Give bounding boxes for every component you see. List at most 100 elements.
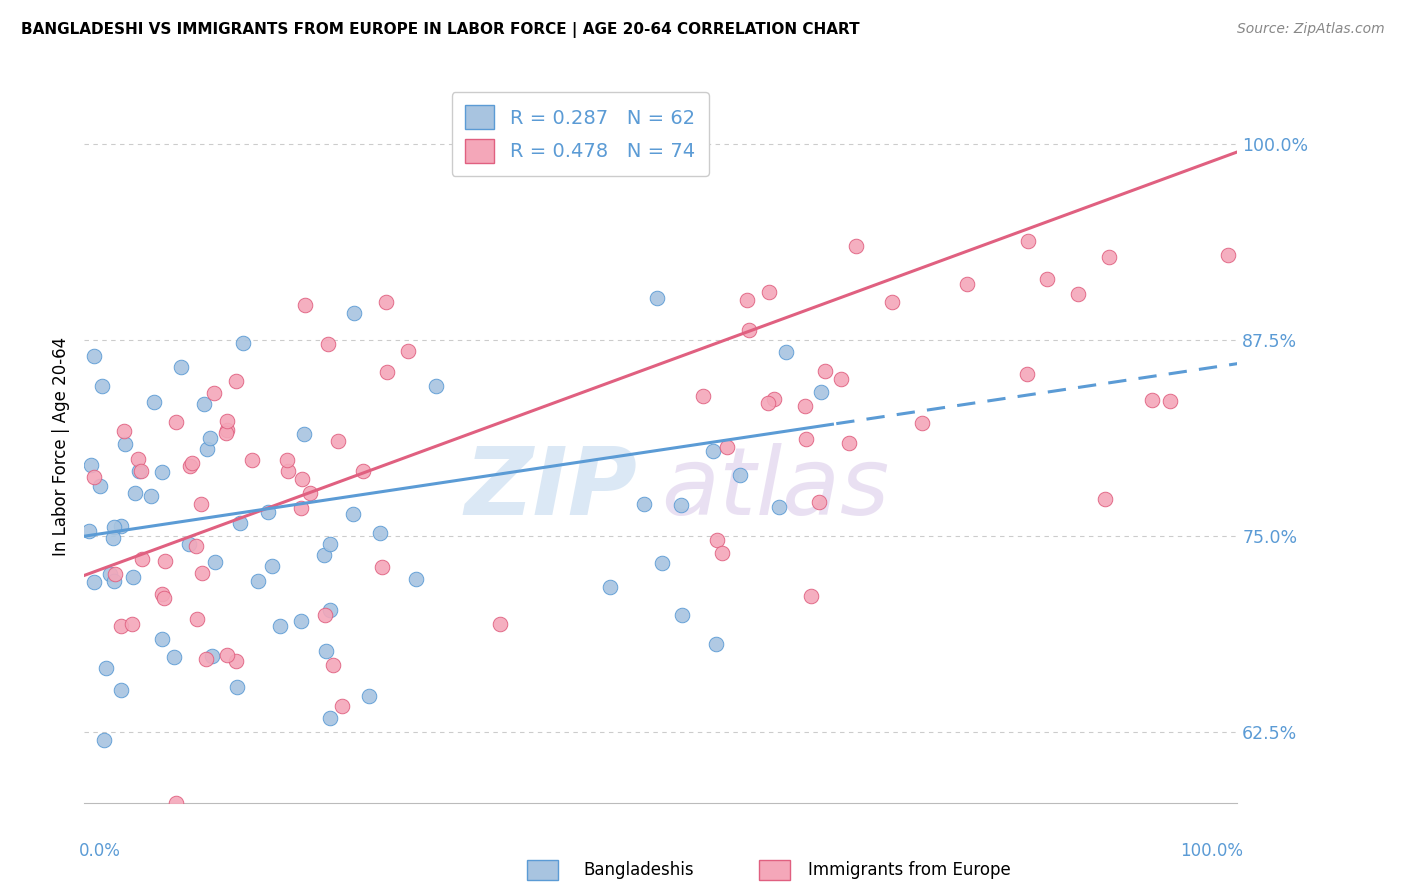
- Point: [121, 616, 143, 631]
- Text: atlas: atlas: [661, 443, 889, 534]
- Point: [322, 657, 344, 672]
- Point: [122, 570, 145, 584]
- Point: [706, 637, 728, 651]
- Point: [319, 537, 342, 551]
- Point: [1159, 394, 1181, 409]
- Point: [671, 608, 693, 623]
- Point: [762, 392, 785, 406]
- Point: [1098, 250, 1121, 264]
- Point: [180, 456, 202, 470]
- Point: [190, 566, 212, 580]
- Point: [114, 436, 136, 450]
- Point: [814, 364, 837, 378]
- Text: Immigrants from Europe: Immigrants from Europe: [808, 861, 1011, 879]
- Point: [290, 614, 312, 628]
- Point: [768, 500, 790, 515]
- Point: [1218, 248, 1240, 262]
- Point: [202, 386, 225, 401]
- Point: [186, 612, 208, 626]
- Point: [163, 649, 186, 664]
- Point: [131, 552, 153, 566]
- Point: [150, 587, 173, 601]
- Point: [165, 796, 187, 810]
- Point: [141, 489, 163, 503]
- Point: [808, 494, 831, 508]
- Point: [794, 432, 817, 446]
- Point: [142, 395, 165, 409]
- Point: [330, 698, 353, 713]
- Point: [198, 431, 221, 445]
- Point: [110, 619, 132, 633]
- Point: [312, 548, 335, 562]
- Point: [269, 619, 291, 633]
- Point: [810, 384, 832, 399]
- Text: 100.0%: 100.0%: [1180, 842, 1243, 860]
- Point: [1017, 235, 1039, 249]
- Point: [314, 608, 336, 623]
- Point: [716, 440, 738, 454]
- Point: [794, 399, 817, 413]
- Point: [702, 444, 724, 458]
- Point: [318, 337, 340, 351]
- Point: [319, 711, 342, 725]
- Point: [319, 603, 342, 617]
- Point: [124, 486, 146, 500]
- Point: [405, 572, 427, 586]
- Point: [83, 574, 105, 589]
- Point: [375, 295, 398, 310]
- Point: [112, 424, 135, 438]
- Point: [1015, 367, 1038, 381]
- Point: [247, 574, 270, 588]
- Point: [155, 554, 177, 568]
- Point: [880, 295, 903, 310]
- Point: [645, 291, 668, 305]
- Point: [633, 498, 655, 512]
- Point: [711, 546, 734, 560]
- Point: [193, 397, 215, 411]
- Point: [104, 566, 127, 581]
- Text: ZIP: ZIP: [465, 442, 638, 535]
- Legend: R = 0.287   N = 62, R = 0.478   N = 74: R = 0.287 N = 62, R = 0.478 N = 74: [451, 92, 709, 177]
- Point: [110, 683, 132, 698]
- Point: [225, 374, 247, 388]
- Point: [290, 500, 312, 515]
- Point: [371, 560, 394, 574]
- Point: [489, 616, 512, 631]
- Text: BANGLADESHI VS IMMIGRANTS FROM EUROPE IN LABOR FORCE | AGE 20-64 CORRELATION CHA: BANGLADESHI VS IMMIGRANTS FROM EUROPE IN…: [21, 22, 859, 38]
- Point: [257, 505, 280, 519]
- Point: [152, 465, 174, 479]
- Point: [225, 654, 247, 668]
- Point: [215, 414, 238, 428]
- Point: [98, 566, 121, 581]
- Point: [103, 574, 125, 588]
- Point: [315, 644, 337, 658]
- Point: [80, 458, 103, 473]
- Point: [599, 580, 621, 594]
- Point: [240, 452, 263, 467]
- Point: [845, 239, 868, 253]
- Point: [910, 416, 932, 430]
- Point: [150, 632, 173, 647]
- Point: [184, 539, 207, 553]
- Point: [352, 464, 374, 478]
- Point: [398, 343, 420, 358]
- Point: [204, 555, 226, 569]
- Point: [277, 464, 299, 478]
- Point: [728, 468, 751, 483]
- Point: [103, 532, 125, 546]
- Point: [292, 427, 315, 442]
- Point: [299, 485, 322, 500]
- Point: [179, 537, 201, 551]
- Point: [1140, 393, 1163, 408]
- Y-axis label: In Labor Force | Age 20-64: In Labor Force | Age 20-64: [52, 336, 70, 556]
- Point: [232, 336, 254, 351]
- Point: [79, 524, 101, 538]
- Point: [93, 733, 115, 747]
- Point: [651, 556, 673, 570]
- Point: [127, 451, 149, 466]
- Point: [129, 464, 152, 478]
- Point: [775, 344, 797, 359]
- Point: [190, 497, 212, 511]
- Point: [195, 442, 218, 457]
- Point: [328, 434, 350, 448]
